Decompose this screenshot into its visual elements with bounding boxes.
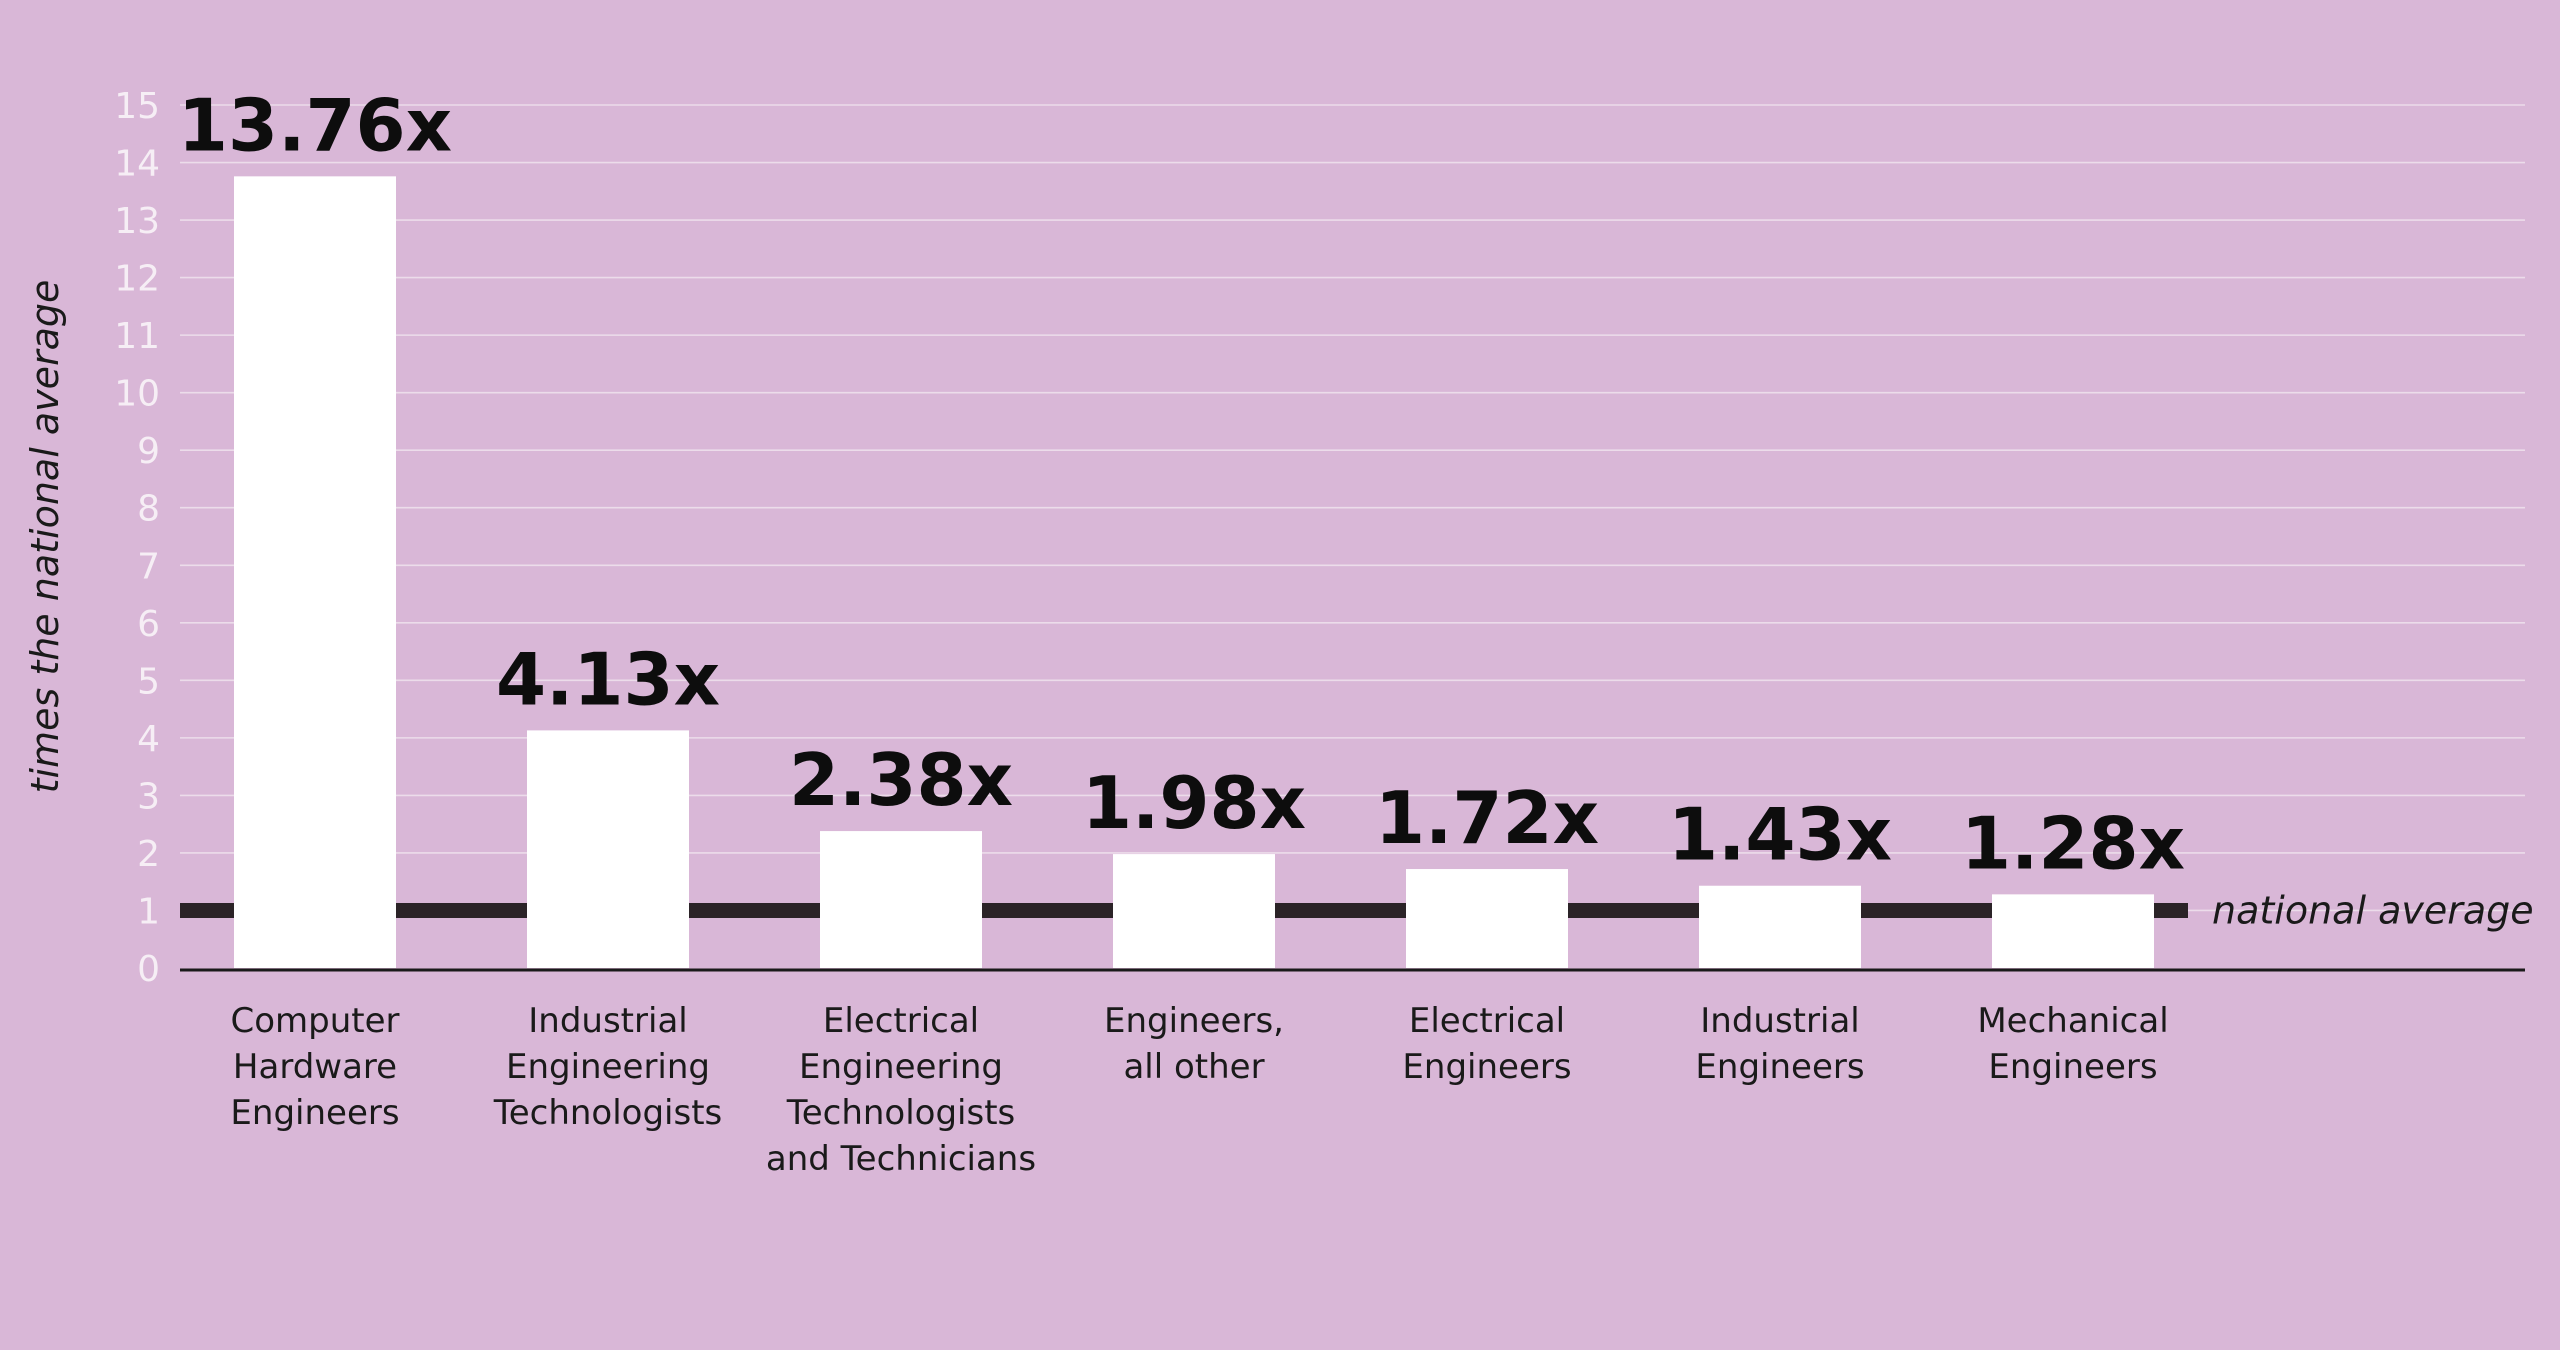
category-label-line: Technologists [493, 1093, 723, 1133]
bar-value-label: 13.76x [178, 83, 452, 167]
category-label: Industrial Engineers [1695, 1001, 1864, 1087]
category-label-line: Engineers [230, 1093, 399, 1133]
y-tick-label: 12 [114, 259, 160, 300]
y-tick-label: 13 [114, 201, 160, 242]
y-tick-label: 8 [137, 489, 160, 530]
category-label: Electrical Engineers [1402, 1001, 1571, 1087]
category-label-line: Electrical [823, 1001, 979, 1041]
reference-line-label: national average [2212, 888, 2534, 932]
y-tick-label: 3 [137, 776, 160, 817]
y-tick-label: 6 [137, 604, 160, 645]
bar [1992, 894, 2154, 968]
bar-value-label: 2.38x [789, 738, 1013, 822]
category-label-line: all other [1123, 1047, 1264, 1087]
bar-value-label: 1.43x [1668, 793, 1892, 877]
category-label: Industrial Engineering Technologists [493, 1001, 723, 1133]
y-tick-label: 14 [114, 144, 160, 185]
bar-value-label: 1.28x [1961, 801, 2185, 885]
category-label-line: Engineers [1402, 1047, 1571, 1087]
bar [1699, 885, 1861, 968]
category-label-line: Engineers [1988, 1047, 2157, 1087]
y-tick-label: 1 [137, 891, 160, 932]
bar [234, 176, 396, 969]
bar-value-label: 1.72x [1375, 776, 1599, 860]
category-label: Electrical Engineering Technologists and Te… [766, 1001, 1036, 1179]
y-axis-label: times the national average [23, 280, 67, 794]
category-label: Computer Hardware Engineers [230, 1001, 399, 1133]
y-tick-label: 5 [137, 661, 160, 702]
bar-value-label: 1.98x [1082, 761, 1306, 845]
category-label: Engineers, all other [1104, 1001, 1284, 1087]
bar [1113, 854, 1275, 968]
category-label-line: Mechanical [1977, 1001, 2168, 1041]
y-tick-label: 0 [137, 949, 160, 990]
bars [234, 176, 2154, 969]
category-label-line: Engineers [1695, 1047, 1864, 1087]
category-label-line: Industrial [528, 1001, 687, 1041]
y-tick-label: 9 [137, 431, 160, 472]
category-label-line: Engineering [799, 1047, 1003, 1087]
y-tick-label: 2 [137, 834, 160, 875]
y-tick-label: 15 [114, 86, 160, 127]
y-tick-label: 4 [137, 719, 160, 760]
category-label-line: Hardware [233, 1047, 397, 1087]
category-label-line: Engineering [506, 1047, 710, 1087]
gridlines [180, 104, 2525, 912]
category-label-line: Computer [230, 1001, 399, 1041]
category-label: Mechanical Engineers [1977, 1001, 2168, 1087]
category-labels: Computer Hardware Engineers Industrial Engin… [230, 1001, 2168, 1179]
bar [820, 831, 982, 968]
category-label-line: Engineers, [1104, 1001, 1284, 1041]
category-label-line: Electrical [1409, 1001, 1565, 1041]
category-label-line: Technologists [786, 1093, 1016, 1133]
y-tick-label: 11 [114, 316, 160, 357]
bar [1406, 869, 1568, 968]
bar-value-label: 4.13x [496, 637, 720, 721]
category-label-line: and Technicians [766, 1139, 1036, 1179]
category-label-line: Industrial [1700, 1001, 1859, 1041]
bar-value-labels: 13.76x 4.13x 2.38x 1.98x 1.72x 1.43x 1.28x [178, 83, 2185, 885]
y-tick-label: 7 [137, 546, 160, 587]
bar [527, 730, 689, 968]
y-tick-label: 10 [114, 374, 160, 415]
